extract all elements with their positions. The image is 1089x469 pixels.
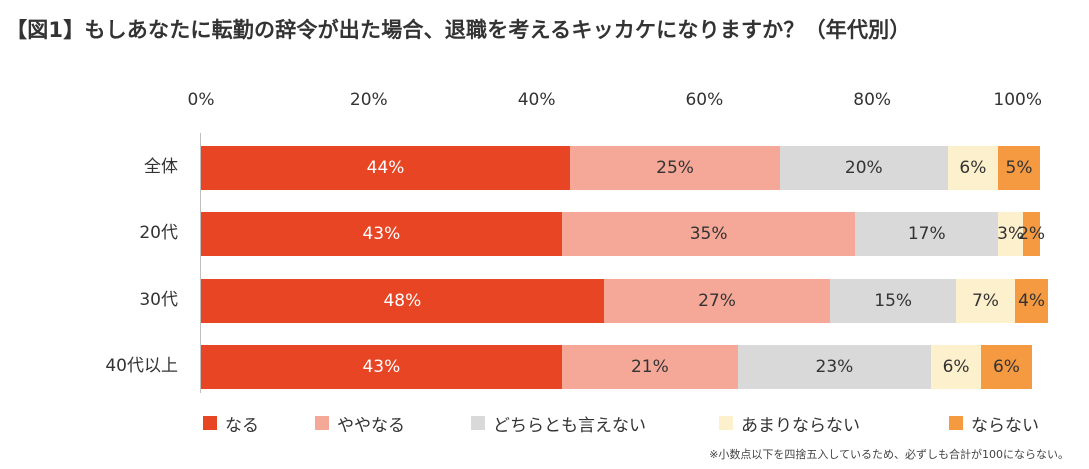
legend-swatch	[719, 416, 733, 430]
bar-segment-amari-naranai-all	[947, 146, 999, 190]
chart-title: 【図1】もしあなたに転勤の辞令が出た場合、退職を考えるキッカケになりますか？（年…	[6, 18, 911, 42]
legend-label: ややなる	[337, 415, 405, 436]
bar-row-all: 44% 25% 20% 6% 5%	[201, 146, 1040, 190]
bar-segment-naru-all	[201, 146, 571, 190]
bar-segment-yaya-naru-40s-plus	[561, 345, 738, 389]
legend-item-yaya-naru: ややなる	[315, 412, 405, 436]
bar-segment-amari-naranai-40s-plus	[930, 345, 982, 389]
bar-segment-naranai-30s	[1014, 279, 1049, 323]
legend-label: あまりならない	[741, 415, 860, 436]
bar-segment-dochira-tomo-40s-plus	[737, 345, 931, 389]
bar-segment-naru-30s	[201, 279, 604, 323]
legend-item-naru: なる	[203, 412, 259, 436]
legend-item-naranai: ならない	[949, 412, 1039, 436]
legend-swatch	[949, 416, 963, 430]
legend-swatch	[471, 416, 485, 430]
category-label-40s-plus: 40代以上	[105, 356, 178, 376]
legend-swatch	[203, 416, 217, 430]
bar-segment-dochira-tomo-20s	[855, 212, 999, 256]
bar-segment-naranai-20s	[1023, 212, 1040, 256]
legend-item-dochira-tomo: どちらとも言えない	[471, 412, 646, 436]
bar-row-30s: 48% 27% 15% 7% 4%	[201, 279, 1049, 323]
legend-label: なる	[225, 415, 259, 436]
bar-segment-yaya-naru-30s	[603, 279, 831, 323]
y-axis-line	[200, 133, 201, 393]
x-tick-label: 80%	[853, 90, 892, 110]
legend-label: ならない	[971, 415, 1039, 436]
legend-label: どちらとも言えない	[493, 415, 646, 436]
bar-segment-dochira-tomo-all	[779, 146, 948, 190]
bar-segment-naranai-40s-plus	[981, 345, 1032, 389]
category-label-30s: 30代	[139, 290, 178, 310]
footnote: ※小数点以下を四捨五入しているため、必ずしも合計が100にならない。	[709, 448, 1069, 461]
x-tick-label: 40%	[517, 90, 556, 110]
bar-row-20s: 43% 35% 17% 3% 2%	[201, 212, 1045, 256]
bar-segment-amari-naranai-20s	[998, 212, 1024, 256]
category-label-20s: 20代	[139, 223, 178, 243]
bar-segment-naru-40s-plus	[201, 345, 562, 389]
bar-segment-naru-20s	[201, 212, 562, 256]
bar-segment-naranai-all	[998, 146, 1040, 190]
x-tick-label: 0%	[187, 90, 215, 110]
bar-segment-dochira-tomo-30s	[830, 279, 957, 323]
bar-segment-yaya-naru-all	[570, 146, 780, 190]
legend-swatch	[315, 416, 329, 430]
x-tick-label: 60%	[685, 90, 724, 110]
x-tick-label: 20%	[349, 90, 388, 110]
bar-segment-yaya-naru-20s	[561, 212, 856, 256]
x-tick-label: 100%	[993, 90, 1042, 110]
category-label-all: 全体	[144, 157, 178, 177]
bar-segment-amari-naranai-30s	[956, 279, 1015, 323]
legend-item-amari-naranai: あまりならない	[719, 412, 860, 436]
bar-row-40s-plus: 43% 21% 23% 6% 6%	[201, 345, 1040, 389]
